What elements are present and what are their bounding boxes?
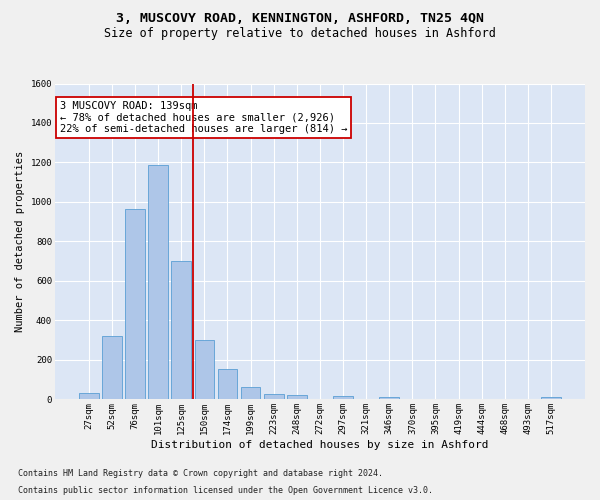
Bar xyxy=(379,398,399,400)
Text: Contains public sector information licensed under the Open Government Licence v3: Contains public sector information licen… xyxy=(18,486,433,495)
Bar xyxy=(194,340,214,400)
Bar xyxy=(541,398,561,400)
Bar xyxy=(125,209,145,400)
Bar xyxy=(333,396,353,400)
Text: 3, MUSCOVY ROAD, KENNINGTON, ASHFORD, TN25 4QN: 3, MUSCOVY ROAD, KENNINGTON, ASHFORD, TN… xyxy=(116,12,484,26)
Text: Size of property relative to detached houses in Ashford: Size of property relative to detached ho… xyxy=(104,28,496,40)
Text: 3 MUSCOVY ROAD: 139sqm
← 78% of detached houses are smaller (2,926)
22% of semi-: 3 MUSCOVY ROAD: 139sqm ← 78% of detached… xyxy=(60,101,347,134)
Bar xyxy=(287,396,307,400)
Y-axis label: Number of detached properties: Number of detached properties xyxy=(15,151,25,332)
Bar xyxy=(241,386,260,400)
Bar xyxy=(102,336,122,400)
Bar xyxy=(79,394,98,400)
Bar xyxy=(148,166,168,400)
Bar xyxy=(218,369,237,400)
Text: Contains HM Land Registry data © Crown copyright and database right 2024.: Contains HM Land Registry data © Crown c… xyxy=(18,468,383,477)
Bar xyxy=(264,394,284,400)
X-axis label: Distribution of detached houses by size in Ashford: Distribution of detached houses by size … xyxy=(151,440,488,450)
Bar xyxy=(172,261,191,400)
